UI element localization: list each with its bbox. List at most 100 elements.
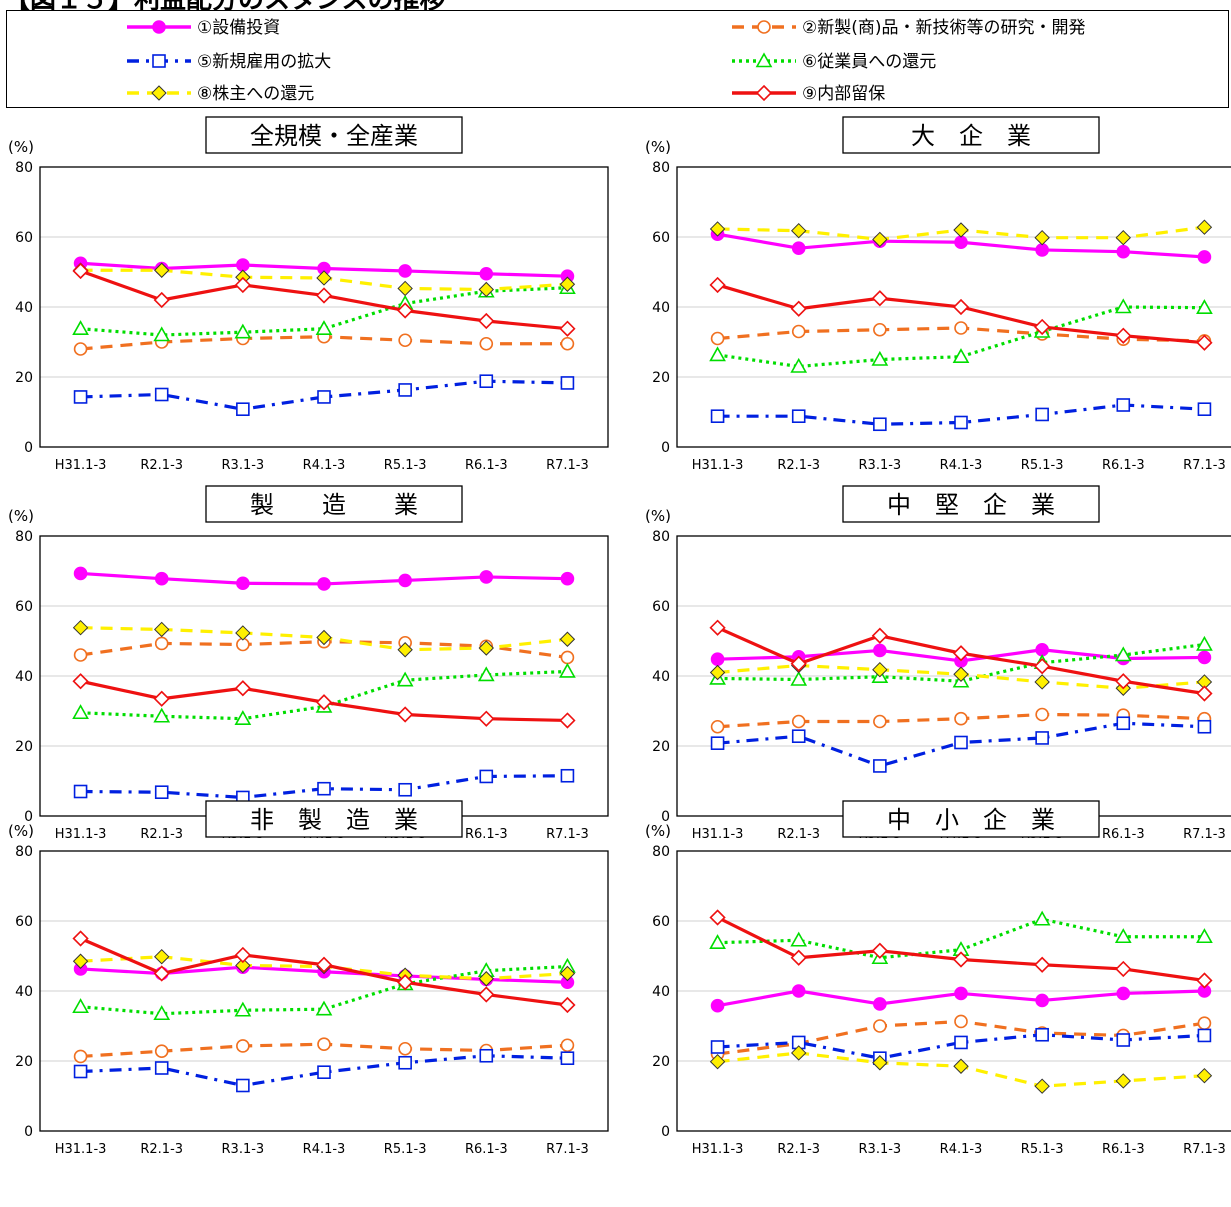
data-point bbox=[954, 415, 968, 430]
chart-title: 製 造 業 bbox=[250, 491, 418, 519]
x-tick-label: R3.1-3 bbox=[222, 458, 265, 473]
data-point bbox=[873, 643, 887, 658]
data-point bbox=[1035, 642, 1049, 657]
data-point bbox=[872, 1055, 888, 1071]
data-point bbox=[153, 690, 170, 707]
series-6 bbox=[709, 619, 1213, 702]
y-tick-label: 20 bbox=[652, 1054, 670, 1070]
legend-label: ⑥従業員への還元 bbox=[802, 52, 936, 72]
plot-area bbox=[39, 850, 609, 1132]
data-point bbox=[1197, 250, 1212, 264]
y-tick-label: 0 bbox=[24, 809, 33, 825]
x-tick-label: H31.1-3 bbox=[692, 827, 744, 842]
series-6 bbox=[709, 909, 1213, 989]
data-point bbox=[236, 402, 250, 417]
x-tick-label: H31.1-3 bbox=[55, 827, 107, 842]
data-point bbox=[1197, 1016, 1212, 1031]
x-tick-label: R5.1-3 bbox=[1021, 1142, 1064, 1157]
data-point bbox=[954, 986, 968, 1001]
legend-item-6: ⑨内部留保 bbox=[732, 84, 885, 104]
data-point bbox=[559, 965, 576, 982]
data-point bbox=[790, 300, 807, 317]
data-point bbox=[317, 1037, 331, 1051]
data-point bbox=[73, 648, 88, 662]
data-point bbox=[398, 383, 412, 397]
data-point bbox=[1035, 731, 1049, 745]
legend-item-4: ⑥従業員への還元 bbox=[732, 52, 936, 72]
data-point bbox=[1035, 1027, 1049, 1042]
data-point bbox=[1196, 334, 1213, 351]
y-tick-label: 40 bbox=[652, 984, 670, 1000]
data-point bbox=[1196, 299, 1213, 315]
data-point bbox=[709, 934, 726, 950]
data-point bbox=[72, 673, 89, 690]
data-point bbox=[709, 221, 726, 237]
data-point bbox=[1034, 318, 1051, 336]
y-tick-label: 60 bbox=[15, 599, 33, 615]
y-axis-label: (%) bbox=[645, 138, 671, 156]
data-point bbox=[477, 666, 495, 682]
chart-panel-4: 中 堅 企 業(%)020406080H31.1-3R2.1-3R3.1-3R4… bbox=[645, 485, 1231, 842]
data-point bbox=[73, 342, 88, 356]
series-3 bbox=[710, 398, 1212, 432]
data-point bbox=[315, 1000, 333, 1016]
plot-area bbox=[39, 166, 609, 448]
x-tick-label: R6.1-3 bbox=[1102, 827, 1145, 842]
data-point bbox=[791, 324, 806, 339]
data-point bbox=[1033, 910, 1051, 926]
data-point bbox=[398, 782, 412, 797]
data-point bbox=[234, 1001, 252, 1017]
series-4 bbox=[72, 662, 576, 726]
data-point bbox=[1116, 244, 1131, 259]
data-point bbox=[397, 280, 413, 297]
data-point bbox=[954, 235, 968, 250]
x-tick-label: R2.1-3 bbox=[777, 458, 820, 473]
y-tick-label: 80 bbox=[15, 529, 33, 545]
data-point bbox=[709, 346, 726, 362]
data-point bbox=[560, 376, 575, 390]
data-point bbox=[790, 670, 808, 686]
data-point bbox=[952, 645, 970, 662]
data-point bbox=[709, 664, 726, 681]
y-tick-label: 60 bbox=[652, 230, 670, 246]
legend-marker-icon bbox=[755, 84, 773, 102]
data-point bbox=[952, 298, 970, 316]
x-tick-label: R4.1-3 bbox=[940, 1142, 983, 1157]
y-tick-label: 0 bbox=[661, 809, 670, 825]
data-point bbox=[479, 336, 494, 351]
data-point bbox=[315, 287, 333, 304]
data-point bbox=[954, 711, 968, 726]
data-point bbox=[1114, 298, 1132, 314]
data-point bbox=[1196, 685, 1213, 702]
data-point bbox=[710, 409, 725, 424]
data-point bbox=[710, 719, 725, 734]
y-tick-label: 80 bbox=[15, 160, 33, 176]
x-tick-label: R4.1-3 bbox=[303, 458, 346, 473]
series-5 bbox=[709, 1045, 1213, 1094]
data-point bbox=[873, 417, 887, 432]
chart-title-box bbox=[205, 800, 463, 838]
x-tick-label: R6.1-3 bbox=[465, 1142, 508, 1157]
data-point bbox=[1197, 650, 1212, 665]
chart-title-box bbox=[842, 485, 1100, 523]
series-2 bbox=[710, 707, 1212, 734]
legend: ①設備投資 ②新製(商)品・新技術等の研究・開発 ⑤新規雇用の拡大 ⑥従業員への還元 ⑧… bbox=[6, 10, 1229, 108]
data-point bbox=[1114, 646, 1132, 662]
data-point bbox=[710, 998, 725, 1013]
data-point bbox=[478, 312, 495, 330]
y-tick-label: 80 bbox=[652, 160, 670, 176]
y-tick-label: 20 bbox=[15, 739, 33, 755]
data-point bbox=[1035, 707, 1049, 722]
y-tick-label: 0 bbox=[661, 440, 670, 456]
data-point bbox=[1196, 972, 1213, 989]
data-point bbox=[315, 956, 333, 973]
series-1 bbox=[73, 566, 575, 591]
data-point bbox=[479, 570, 494, 584]
x-tick-label: R7.1-3 bbox=[546, 827, 589, 842]
series-3 bbox=[710, 716, 1212, 773]
legend-label: ⑨内部留保 bbox=[802, 84, 885, 104]
series-3 bbox=[73, 374, 575, 417]
data-point bbox=[1035, 243, 1049, 257]
x-tick-label: R2.1-3 bbox=[777, 1142, 820, 1157]
x-tick-label: R5.1-3 bbox=[384, 458, 427, 473]
